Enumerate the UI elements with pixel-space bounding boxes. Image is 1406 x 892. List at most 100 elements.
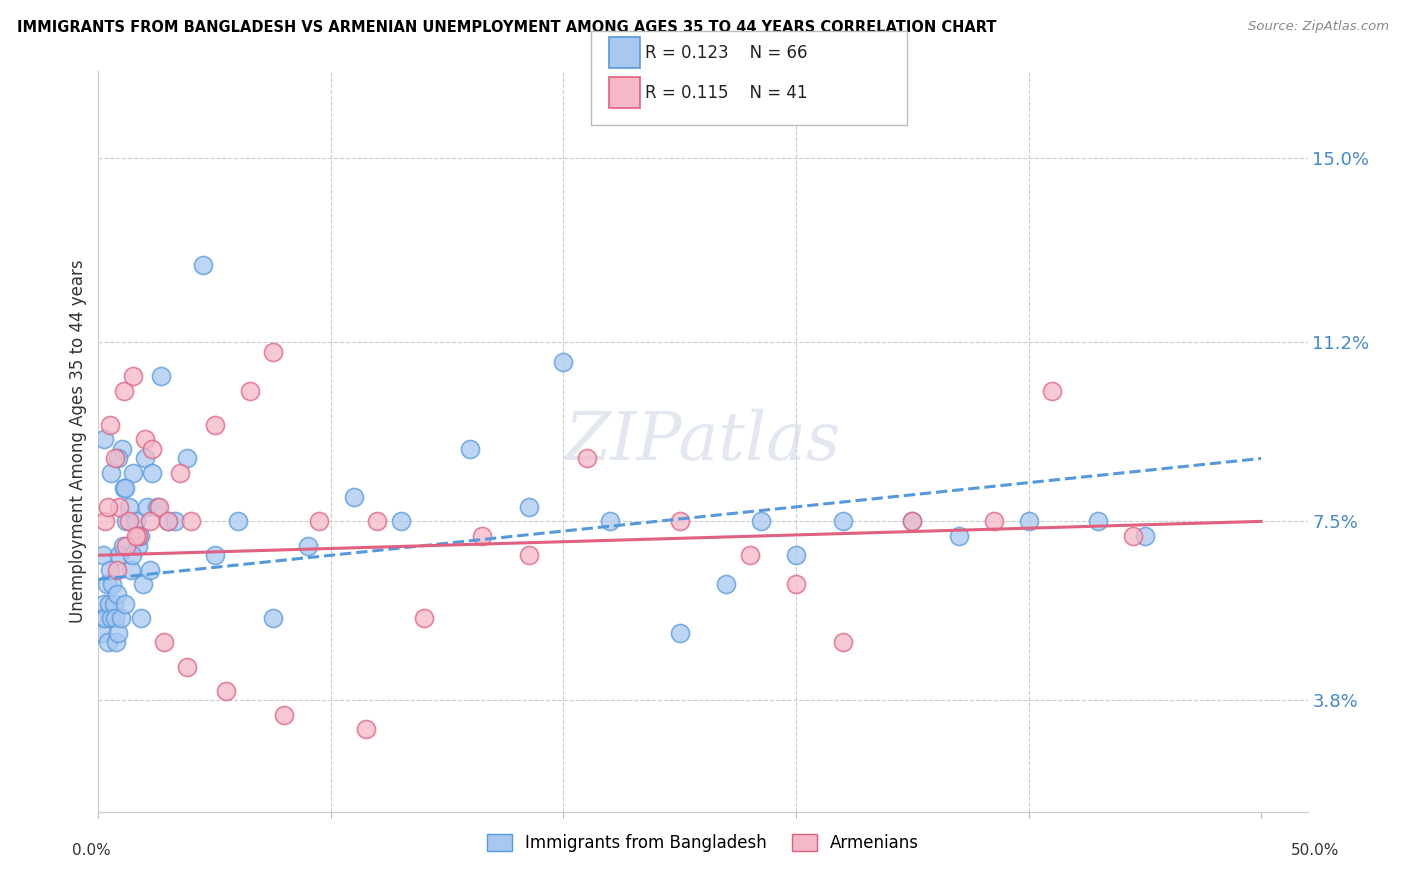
Point bbox=[98, 563, 121, 577]
Point bbox=[157, 515, 180, 529]
Point bbox=[262, 611, 284, 625]
Point bbox=[273, 708, 295, 723]
Point bbox=[103, 597, 125, 611]
Point bbox=[124, 529, 146, 543]
Point bbox=[94, 611, 117, 625]
Point bbox=[101, 577, 124, 591]
Point bbox=[831, 635, 853, 649]
Point bbox=[152, 635, 174, 649]
Point bbox=[115, 515, 138, 529]
Point bbox=[104, 635, 127, 649]
Point bbox=[460, 442, 482, 456]
Point bbox=[131, 577, 153, 591]
Point bbox=[114, 597, 136, 611]
Point bbox=[413, 611, 436, 625]
Text: IMMIGRANTS FROM BANGLADESH VS ARMENIAN UNEMPLOYMENT AMONG AGES 35 TO 44 YEARS CO: IMMIGRANTS FROM BANGLADESH VS ARMENIAN U… bbox=[17, 20, 997, 35]
Point bbox=[157, 515, 180, 529]
Point bbox=[343, 490, 366, 504]
Point bbox=[785, 548, 807, 562]
Point bbox=[204, 548, 226, 562]
Point bbox=[169, 466, 191, 480]
Point bbox=[716, 577, 738, 591]
Point bbox=[112, 481, 135, 495]
Point bbox=[599, 515, 621, 529]
Point bbox=[297, 539, 319, 553]
Text: R = 0.123    N = 66: R = 0.123 N = 66 bbox=[645, 45, 808, 62]
Point bbox=[308, 515, 330, 529]
Point bbox=[134, 451, 156, 466]
Point bbox=[204, 417, 226, 432]
Point bbox=[165, 515, 187, 529]
Point bbox=[104, 451, 127, 466]
Point bbox=[575, 451, 598, 466]
Point bbox=[785, 577, 807, 591]
Point bbox=[97, 635, 120, 649]
Point bbox=[191, 258, 214, 272]
Point bbox=[749, 515, 772, 529]
Y-axis label: Unemployment Among Ages 35 to 44 years: Unemployment Among Ages 35 to 44 years bbox=[69, 260, 87, 624]
Point bbox=[97, 597, 120, 611]
Point bbox=[104, 611, 127, 625]
Point bbox=[831, 515, 853, 529]
Point bbox=[90, 611, 112, 625]
Point bbox=[176, 659, 198, 673]
Point bbox=[118, 500, 141, 514]
Point bbox=[107, 451, 129, 466]
Point bbox=[115, 539, 138, 553]
Point bbox=[100, 466, 122, 480]
Text: ZIPatlas: ZIPatlas bbox=[565, 409, 841, 475]
Point bbox=[354, 723, 377, 737]
Point bbox=[948, 529, 970, 543]
Point bbox=[122, 466, 145, 480]
Point bbox=[108, 548, 131, 562]
Point bbox=[138, 563, 160, 577]
Point bbox=[180, 515, 202, 529]
Point bbox=[141, 466, 163, 480]
Point bbox=[124, 515, 146, 529]
Point bbox=[97, 500, 120, 514]
Point bbox=[100, 611, 122, 625]
Point bbox=[141, 442, 163, 456]
Point bbox=[121, 548, 143, 562]
Point bbox=[148, 500, 170, 514]
Point bbox=[1087, 515, 1109, 529]
Point bbox=[1122, 529, 1144, 543]
Text: 50.0%: 50.0% bbox=[1291, 843, 1339, 858]
Point bbox=[150, 369, 173, 384]
Point bbox=[127, 539, 149, 553]
Point bbox=[136, 500, 159, 514]
Point bbox=[389, 515, 412, 529]
Point bbox=[93, 432, 115, 446]
Point bbox=[90, 625, 112, 640]
Point bbox=[122, 369, 145, 384]
Point bbox=[112, 384, 135, 398]
Point bbox=[105, 563, 128, 577]
Point bbox=[1040, 384, 1063, 398]
Point bbox=[111, 442, 134, 456]
Point bbox=[127, 529, 149, 543]
Point bbox=[1133, 529, 1156, 543]
Point bbox=[517, 500, 540, 514]
Point bbox=[129, 529, 152, 543]
Point bbox=[226, 515, 249, 529]
Point bbox=[114, 481, 136, 495]
Point bbox=[738, 548, 761, 562]
Point bbox=[239, 384, 262, 398]
Point bbox=[901, 515, 924, 529]
Point bbox=[215, 683, 238, 698]
Text: Source: ZipAtlas.com: Source: ZipAtlas.com bbox=[1249, 20, 1389, 33]
Point bbox=[138, 515, 160, 529]
Point bbox=[91, 548, 114, 562]
Point bbox=[94, 515, 117, 529]
Point bbox=[366, 515, 388, 529]
Point bbox=[93, 597, 115, 611]
Point bbox=[120, 563, 142, 577]
Point bbox=[107, 625, 129, 640]
Point bbox=[668, 515, 690, 529]
Point bbox=[108, 500, 131, 514]
Text: R = 0.115    N = 41: R = 0.115 N = 41 bbox=[645, 84, 808, 102]
Point bbox=[517, 548, 540, 562]
Text: 0.0%: 0.0% bbox=[72, 843, 111, 858]
Point bbox=[983, 515, 1005, 529]
Point bbox=[110, 611, 132, 625]
